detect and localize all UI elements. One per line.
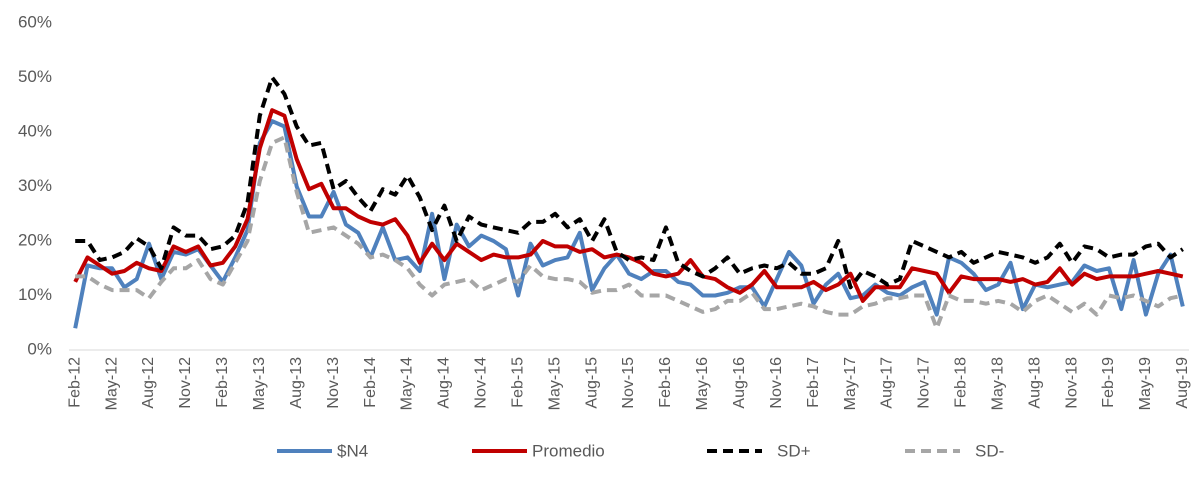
x-tick-label: Feb-15 <box>509 357 526 408</box>
x-tick-label: Aug-12 <box>140 357 157 409</box>
x-tick-label: Feb-13 <box>214 357 231 408</box>
x-tick-label: Feb-14 <box>362 357 379 408</box>
legend-label: Promedio <box>532 441 605 460</box>
series-line <box>75 75 1184 290</box>
x-tick-label: Feb-18 <box>953 357 970 408</box>
x-tick-label: May-15 <box>546 357 563 410</box>
x-tick-label: Feb-16 <box>657 357 674 408</box>
y-tick-label: 10% <box>18 285 52 304</box>
x-tick-label: May-13 <box>251 357 268 410</box>
y-tick-label: 20% <box>18 230 52 249</box>
x-tick-label: Nov-18 <box>1063 357 1080 409</box>
y-tick-label: 0% <box>27 339 52 358</box>
y-tick-label: 40% <box>18 121 52 140</box>
x-tick-label: Aug-19 <box>1174 357 1191 409</box>
x-tick-label: Nov-16 <box>768 357 785 409</box>
x-tick-label: May-19 <box>1137 357 1154 410</box>
x-tick-label: Aug-18 <box>1026 357 1043 409</box>
x-tick-label: May-18 <box>989 357 1006 410</box>
legend-label: SD- <box>975 441 1004 460</box>
series-line <box>73 108 1184 303</box>
x-tick-label: Feb-19 <box>1100 357 1117 408</box>
x-tick-label: Nov-15 <box>620 357 637 409</box>
legend-label: SD+ <box>777 441 811 460</box>
x-tick-label: May-12 <box>103 357 120 410</box>
x-tick-label: Feb-12 <box>66 357 83 408</box>
x-tick-label: Aug-14 <box>436 357 453 409</box>
x-tick-label: Nov-12 <box>177 357 194 409</box>
x-tick-label: Feb-17 <box>805 357 822 408</box>
y-tick-label: 30% <box>18 176 52 195</box>
series-line <box>75 135 1184 331</box>
legend-label: $N4 <box>337 441 368 460</box>
x-tick-label: Nov-14 <box>473 357 490 409</box>
y-tick-label: 50% <box>18 67 52 86</box>
x-tick-label: Aug-17 <box>879 357 896 409</box>
x-tick-label: May-16 <box>694 357 711 410</box>
x-tick-label: Aug-13 <box>288 357 305 409</box>
x-tick-label: Aug-16 <box>731 357 748 409</box>
x-tick-label: May-17 <box>842 357 859 410</box>
x-tick-label: Aug-15 <box>583 357 600 409</box>
x-tick-label: Nov-17 <box>916 357 933 409</box>
x-tick-label: Nov-13 <box>325 357 342 409</box>
x-tick-label: May-14 <box>399 357 416 410</box>
y-tick-label: 60% <box>18 12 52 31</box>
